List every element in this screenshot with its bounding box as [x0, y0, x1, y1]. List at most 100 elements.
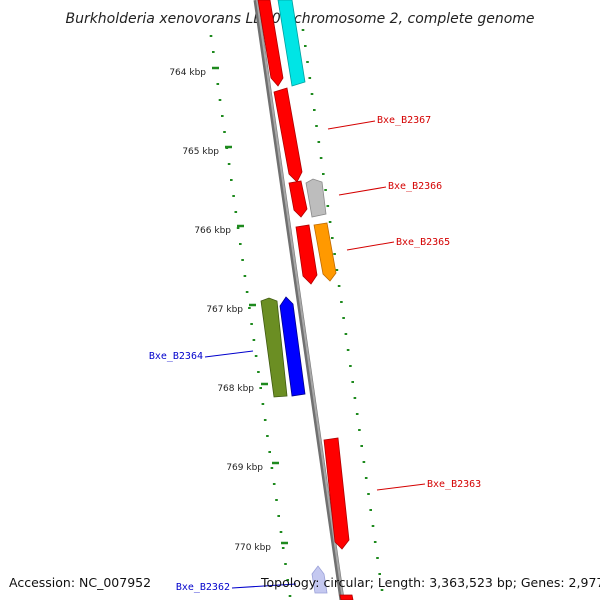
tick-dot	[232, 195, 235, 197]
tick-dot	[284, 563, 287, 565]
gene-arrow-cyan[interactable]	[277, 0, 306, 87]
topology-summary: Topology: circular; Length: 3,363,523 bp…	[261, 575, 600, 590]
tick-dot	[369, 509, 372, 511]
tick-dot	[223, 131, 226, 133]
tick-dot	[344, 333, 348, 335]
tick-dot	[257, 371, 260, 373]
tick-dot	[380, 589, 384, 591]
tick-dot	[367, 493, 370, 495]
gene-label-bxe-b2367[interactable]: Bxe_B2367	[377, 115, 431, 126]
tick-dot	[358, 429, 361, 431]
gene-arrow-red[interactable]	[339, 594, 354, 600]
tick-dots	[209, 29, 384, 597]
kbp-tick-label: 768 kbp	[217, 384, 254, 394]
gene-arrow-red[interactable]	[273, 87, 303, 183]
tick-dot	[266, 435, 269, 437]
gene-arrow-blue[interactable]	[279, 296, 306, 397]
tick-dot	[364, 477, 368, 479]
tick-dot	[337, 285, 341, 287]
tick-dot	[335, 269, 339, 271]
tick-dot	[340, 301, 343, 303]
tick-dot	[346, 349, 350, 351]
tick-dot	[250, 323, 253, 325]
tick-dot	[349, 365, 352, 367]
leader-line	[346, 241, 395, 251]
gene-label-bxe-b2364[interactable]: Bxe_B2364	[149, 351, 203, 362]
tick-dot	[286, 579, 289, 581]
tick-dot	[315, 125, 318, 127]
tick-dot	[275, 499, 278, 501]
kbp-tick-label: 767 kbp	[206, 305, 243, 315]
tick-dot	[371, 525, 375, 527]
tick-dot	[301, 29, 305, 31]
gene-arrow-red[interactable]	[288, 180, 308, 218]
gene-arrow-red[interactable]	[295, 224, 318, 285]
tick-dot	[313, 109, 316, 111]
tick-dot	[241, 259, 244, 261]
chromosome-backbone-highlight	[256, 0, 344, 600]
tick-dot	[353, 397, 357, 399]
accession-text: Accession: NC_007952	[9, 575, 152, 590]
tick-dot	[277, 515, 280, 517]
tick-dot	[333, 253, 336, 255]
gene-label-bxe-b2363[interactable]: Bxe_B2363	[427, 479, 481, 490]
tick-dot	[212, 51, 215, 53]
kbp-tick-label: 769 kbp	[226, 463, 263, 473]
tick-dot	[342, 317, 345, 319]
tick-dot	[248, 307, 251, 309]
tick-dot	[218, 99, 222, 101]
tick-dot	[243, 275, 247, 277]
leader-line	[204, 350, 254, 358]
genes	[257, 0, 354, 600]
gene-arrow-gray[interactable]	[305, 178, 327, 218]
tick-dot	[360, 445, 363, 447]
tick-dot	[319, 157, 323, 159]
tick-dot	[254, 355, 258, 357]
tick-dot	[245, 291, 249, 293]
gene-arrow-lightblue[interactable]	[311, 565, 328, 594]
tick-dot	[263, 419, 267, 421]
tick-dot	[378, 573, 381, 575]
gene-label-bxe-b2365[interactable]: Bxe_B2365	[396, 237, 450, 248]
leader-line	[231, 583, 297, 589]
tick-dot	[308, 77, 312, 79]
tick-dot	[322, 173, 325, 175]
tick-dot	[268, 451, 271, 453]
gene-arrow-red[interactable]	[323, 437, 350, 550]
tick-dot	[261, 403, 265, 405]
tick-dot	[328, 221, 332, 223]
gene-labels: Bxe_B2367 Bxe_B2366 Bxe_B2365 Bxe_B2364 …	[149, 115, 481, 593]
tick-dot	[355, 413, 359, 415]
gene-arrow-orange[interactable]	[313, 222, 337, 282]
tick-dot	[288, 595, 292, 597]
tick-dot	[209, 35, 213, 37]
tick-dot	[279, 531, 283, 533]
gene-label-bxe-b2362[interactable]: Bxe_B2362	[176, 582, 230, 593]
tick-dot	[239, 243, 242, 245]
tick-dot	[216, 83, 220, 85]
tick-dot	[227, 163, 231, 165]
gene-label-bxe-b2366[interactable]: Bxe_B2366	[388, 181, 442, 192]
tick-dot	[362, 461, 366, 463]
kbp-tick-label: 765 kbp	[182, 147, 219, 157]
tick-dot	[281, 547, 285, 549]
tick-dot	[270, 467, 274, 469]
map-title: Burkholderia xenovorans LB400 chromosome…	[65, 11, 534, 27]
tick-dot	[306, 61, 309, 63]
tick-dot	[252, 339, 256, 341]
tick-dot	[376, 557, 379, 559]
leader-line	[338, 186, 387, 196]
tick-dot	[351, 381, 354, 383]
tick-dot	[331, 237, 334, 239]
tick-dot	[324, 189, 327, 191]
kbp-tick-label: 766 kbp	[194, 226, 231, 236]
tick-dot	[230, 179, 233, 181]
gene-arrow-olive[interactable]	[260, 297, 288, 398]
tick-dot	[234, 211, 238, 213]
tick-dot	[221, 115, 224, 117]
tick-dot	[259, 387, 262, 389]
leader-line	[376, 483, 426, 491]
gene-arrow-red[interactable]	[257, 0, 284, 87]
tick-dot	[373, 541, 377, 543]
